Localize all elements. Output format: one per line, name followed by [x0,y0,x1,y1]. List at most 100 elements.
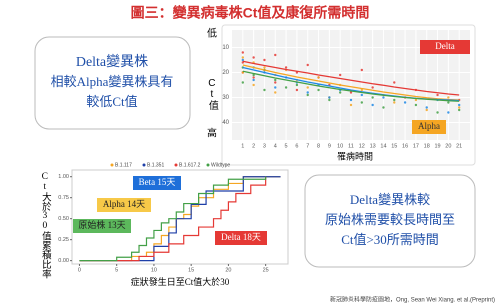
x-tick-label: 15 [188,267,194,273]
point [393,98,396,102]
box-text: Delta變異株 [76,54,148,70]
point [263,88,266,92]
point [252,78,255,82]
point [371,96,374,99]
x-tick-label: 5 [285,143,288,149]
point [274,81,277,84]
point [447,96,450,99]
box-text: 較低Ct值 [86,94,137,109]
y-axis-bottom: 高 [207,127,217,140]
legend-marker [206,163,210,167]
x-tick-label: 14 [380,143,386,149]
point [263,66,266,69]
box-text: 相較Alpha變異株具有 [51,74,174,89]
x-axis-label: 症狀發生日至Ct值大於30 [131,276,230,287]
point [306,63,309,67]
point [274,78,277,82]
point [382,106,385,109]
annotation-box [73,219,131,233]
annotation: 原始株 13天 [78,219,125,230]
y-tick-label: 0.75 [58,195,69,201]
point [274,53,277,57]
x-tick-label: 4 [274,143,277,149]
point [447,111,450,114]
point [252,73,255,77]
point [306,93,309,97]
point [306,91,309,94]
point [241,56,245,59]
step-line [79,176,267,262]
x-tick-label: 11 [348,143,354,149]
x-tick-label: 10 [337,143,343,149]
x-tick-label: 9 [328,143,331,149]
y-axis-label: Ct大於30值累積比率 [40,172,52,279]
x-tick-label: 21 [456,143,462,149]
y-tick-label: 40 [222,120,229,126]
point [414,98,418,102]
y-axis-label: Ct值 [206,78,218,111]
x-tick-label: 15 [391,143,397,149]
title: 圖三：變異病毒株Ct值及康復所需時間 [131,5,370,21]
annotation: Delta 18天 [221,232,261,242]
step-line [79,176,281,262]
annotation-box [215,231,267,245]
point [349,91,353,94]
y-tick-label: 1.00 [58,174,69,180]
y-tick-label: 0.50 [58,216,69,222]
point [284,66,288,69]
point [338,91,342,94]
point [447,101,450,104]
point [252,83,255,87]
y-tick-label: 20 [222,70,229,76]
y-tick-label: 0.25 [58,237,69,243]
x-axis-label: 罹病時間 [337,150,373,161]
x-tick-label: 7 [306,143,309,149]
right-box [304,174,476,268]
point [360,101,364,104]
legend-marker [110,163,114,167]
point [241,51,245,54]
point [457,106,461,109]
x-tick-label: 19 [434,143,440,149]
annotation: Alpha [418,121,440,131]
annotation: Alpha 14天 [103,199,145,209]
trend-line [242,70,460,102]
x-tick-label: 1 [241,143,244,149]
legend-marker [142,163,146,167]
point [317,88,320,92]
x-tick-label: 20 [225,267,231,273]
point [274,91,277,94]
point [284,86,288,89]
point [457,108,461,112]
legend-label: B.1.617.2 [179,162,201,168]
legend-marker [174,163,178,167]
point [328,96,331,99]
point [393,101,396,104]
point [317,76,320,79]
x-tick-label: 16 [402,143,408,149]
point [371,86,374,89]
point [274,86,277,89]
annotation-box [133,176,181,190]
point [360,93,364,97]
point [295,83,299,87]
point [436,111,439,114]
point [241,58,245,62]
y-tick-label: 0.00 [58,258,69,264]
annotation: Beta 15天 [139,177,176,187]
footnote: 新冠肺炎科學防疫園地，Ong, Sean Wei Xiang. et al.(P… [330,296,495,304]
point [382,96,385,99]
point [360,68,364,72]
point [349,98,353,102]
y-tick-label: 10 [222,45,229,51]
point [263,58,266,62]
box-text: Delta變異株較 [350,192,430,207]
y-tick-label: 30 [222,95,229,101]
point [306,86,309,89]
x-tick-label: 3 [263,143,266,149]
x-tick-label: 18 [424,143,430,149]
point [403,101,407,104]
annotation-box [97,198,151,212]
annotation-box [420,40,470,54]
